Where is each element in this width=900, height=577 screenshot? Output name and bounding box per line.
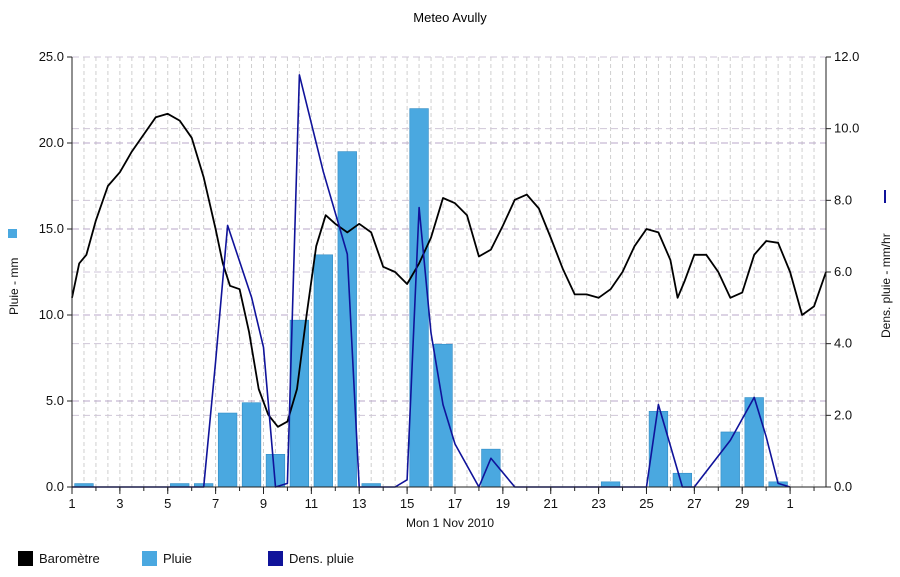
x-tick-label: 11 xyxy=(305,496,319,511)
y-left-tick-label: 0.0 xyxy=(46,479,64,494)
y-right-tick-label: 0.0 xyxy=(834,479,852,494)
line-series xyxy=(71,74,827,488)
y-right-tick-label: 6.0 xyxy=(834,264,852,279)
x-tick-label: 17 xyxy=(448,496,462,511)
legend-label-pluie: Pluie xyxy=(163,551,192,566)
y-right-tick-label: 12.0 xyxy=(834,49,859,64)
legend: Baromètre Pluie Dens. pluie xyxy=(0,548,900,572)
x-tick-label: 1 xyxy=(786,496,793,511)
x-tick-label: 1 xyxy=(68,496,75,511)
pluie-bars xyxy=(74,108,788,488)
y-right-tick-label: 2.0 xyxy=(834,407,852,422)
x-tick-label: 27 xyxy=(687,496,701,511)
legend-swatch-dens-pluie xyxy=(268,551,283,566)
x-tick-label: 15 xyxy=(400,496,414,511)
y-right-tick-label: 10.0 xyxy=(834,121,859,136)
chart-canvas: Meteo Avully 0.0 5.0 10.0 15.0 20.0 25.0 0.0 2.… xyxy=(7,10,893,530)
pluie-bar xyxy=(313,254,333,488)
legend-label-dens-pluie: Dens. pluie xyxy=(289,551,355,566)
x-tick-label: 21 xyxy=(543,496,557,511)
left-axis-title: Pluie - mm xyxy=(7,229,21,315)
legend-swatch-pluie xyxy=(142,551,157,566)
pluie-bar xyxy=(217,412,238,488)
legend-item-dens-pluie: Dens. pluie xyxy=(268,551,354,566)
axes: 0.0 5.0 10.0 15.0 20.0 25.0 0.0 2.0 4.0 6.0 8.0 10.… xyxy=(39,49,860,511)
y-left-tick-label: 5.0 xyxy=(46,393,64,408)
x-tick-label: 5 xyxy=(164,496,171,511)
y-left-tick-label: 10.0 xyxy=(39,307,64,322)
x-tick-label: 13 xyxy=(352,496,366,511)
legend-item-pluie: Pluie xyxy=(142,551,192,566)
x-tick-label: 29 xyxy=(735,496,749,511)
legend-swatch-barometre xyxy=(18,551,33,566)
x-tick-label: 3 xyxy=(116,496,123,511)
x-tick-label: 7 xyxy=(212,496,219,511)
barometre-line xyxy=(71,112,827,428)
pluie-bar xyxy=(744,397,764,488)
x-tick-label: 19 xyxy=(496,496,510,511)
pluie-bar xyxy=(337,151,357,488)
pluie-bar xyxy=(481,448,501,488)
x-axis-label: Mon 1 Nov 2010 xyxy=(406,516,494,530)
right-axis-title: Dens. pluie - mm/hr xyxy=(879,190,893,338)
x-tick-label: 9 xyxy=(260,496,267,511)
pluie-bar xyxy=(409,108,429,488)
legend-item-barometre: Baromètre xyxy=(18,551,100,566)
chart-title: Meteo Avully xyxy=(413,10,487,25)
x-tick-label: 23 xyxy=(591,496,605,511)
left-axis-series-swatch xyxy=(8,229,17,238)
y-left-tick-label: 25.0 xyxy=(39,49,64,64)
y-right-tick-label: 8.0 xyxy=(834,192,852,207)
y-axis-right-label: Dens. pluie - mm/hr xyxy=(879,233,893,338)
y-left-tick-label: 20.0 xyxy=(39,135,64,150)
x-tick-label: 25 xyxy=(639,496,653,511)
y-axis-left-label: Pluie - mm xyxy=(7,258,21,315)
pluie-bar xyxy=(241,402,262,488)
y-left-tick-label: 15.0 xyxy=(39,221,64,236)
legend-label-barometre: Baromètre xyxy=(39,551,100,566)
y-right-tick-label: 4.0 xyxy=(834,336,852,351)
